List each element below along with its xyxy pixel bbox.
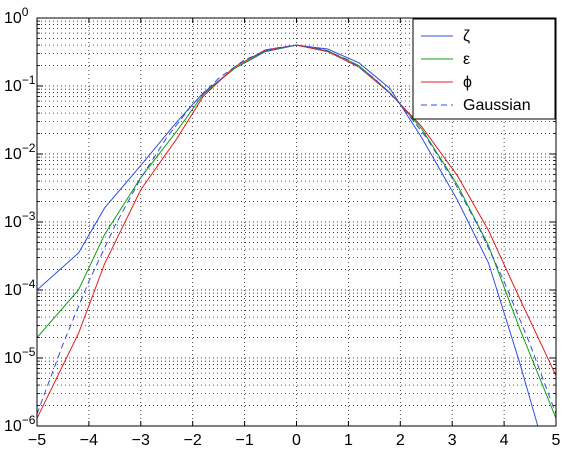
tick-labels: −5 −4 −3 −2 −1 0 1 2 3 4 510010−110−210−310−410−51… (4, 5, 561, 449)
y-tick-label: 10−2 (4, 141, 36, 163)
y-tick-base: 10 (4, 146, 22, 163)
y-tick-base: 10 (4, 282, 22, 299)
y-tick-base: 10 (4, 350, 22, 367)
y-tick-base: 10 (4, 214, 22, 231)
x-tick-label: 3 (448, 432, 457, 449)
x-tick-label: −5 (28, 432, 46, 449)
y-tick-exponent: −6 (22, 413, 36, 427)
x-tick-label: −1 (235, 432, 253, 449)
y-tick-exponent: −2 (22, 141, 36, 155)
x-tick-label: 5 (552, 432, 561, 449)
x-tick-label: −4 (80, 432, 98, 449)
x-tick-label: −3 (132, 432, 150, 449)
y-tick-base: 10 (4, 418, 22, 435)
x-tick-label: 4 (500, 432, 509, 449)
x-tick-label: −2 (184, 432, 202, 449)
y-tick-base: 10 (4, 78, 22, 95)
y-tick-exponent: −1 (22, 73, 36, 87)
y-tick-base: 10 (4, 10, 22, 27)
series-line-3 (37, 44, 556, 415)
legend-label: Gaussian (463, 97, 531, 114)
y-tick-label: 10−3 (4, 209, 36, 231)
y-tick-label: 10−1 (4, 73, 36, 95)
y-tick-exponent: 0 (22, 5, 29, 19)
y-tick-exponent: −4 (22, 277, 36, 291)
x-tick-label: 0 (292, 432, 301, 449)
x-tick-label: 2 (396, 432, 405, 449)
legend-label: ζ (463, 28, 470, 45)
y-tick-label: 10−4 (4, 277, 36, 299)
series-lines (37, 44, 556, 426)
y-tick-exponent: −5 (22, 345, 36, 359)
y-tick-label: 100 (4, 5, 29, 27)
x-tick-label: 1 (344, 432, 353, 449)
legend-label: ε (463, 51, 470, 68)
legend-label: ϕ (463, 74, 472, 91)
legend: ζεϕ Gaussian (412, 18, 556, 120)
y-tick-exponent: −3 (22, 209, 36, 223)
y-tick-label: 10−6 (4, 413, 36, 435)
y-tick-label: 10−5 (4, 345, 36, 367)
